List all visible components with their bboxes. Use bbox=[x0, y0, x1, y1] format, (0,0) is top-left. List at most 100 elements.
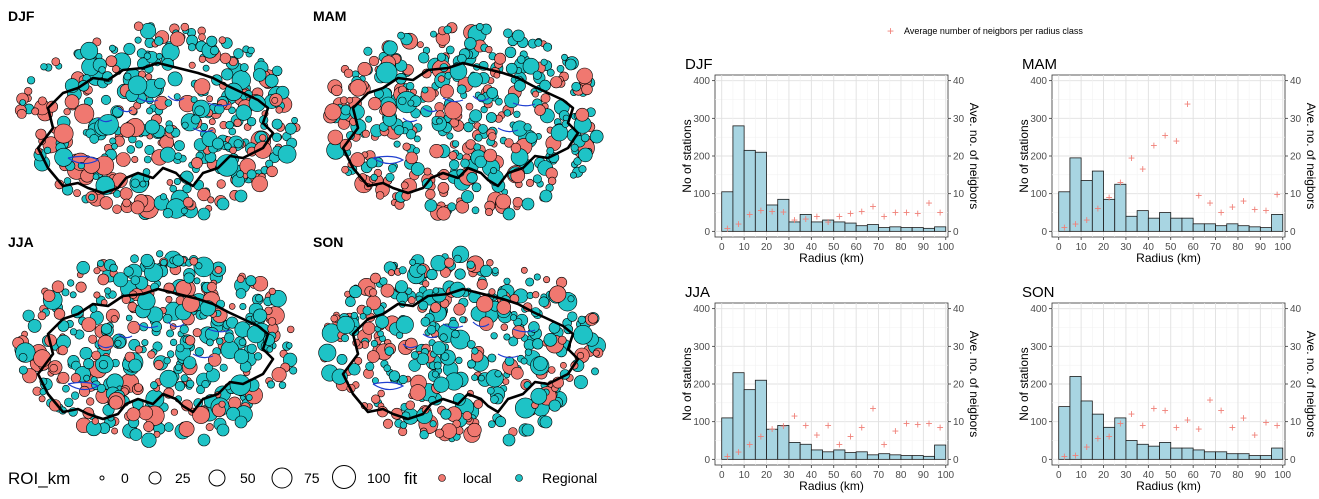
station-point bbox=[384, 346, 394, 356]
station-point bbox=[18, 353, 28, 362]
station-point bbox=[532, 70, 542, 80]
station-point bbox=[43, 146, 52, 154]
neighbor-point: + bbox=[735, 445, 742, 459]
y2-tick-label: 10 bbox=[1290, 189, 1302, 200]
station-point bbox=[119, 187, 133, 201]
station-point bbox=[79, 385, 91, 397]
station-point bbox=[235, 104, 252, 121]
station-point bbox=[246, 343, 257, 354]
station-point bbox=[130, 178, 140, 188]
neighbor-point: + bbox=[1218, 206, 1225, 220]
x-tick-label: 40 bbox=[806, 242, 818, 253]
lake-outline bbox=[422, 333, 438, 339]
station-point bbox=[466, 260, 475, 269]
station-point bbox=[437, 75, 445, 83]
station-point bbox=[175, 343, 185, 353]
station-point bbox=[419, 430, 429, 440]
y-tick-label: 400 bbox=[693, 304, 710, 315]
station-point bbox=[587, 313, 599, 324]
station-point bbox=[486, 87, 498, 99]
y-axis-label: No of stations bbox=[1017, 347, 1031, 420]
station-point bbox=[233, 48, 244, 59]
chart-title: MAM bbox=[1022, 56, 1057, 73]
station-point bbox=[474, 155, 487, 168]
station-point bbox=[395, 315, 414, 334]
station-point bbox=[349, 104, 365, 120]
map-panel-djf: DJF bbox=[8, 8, 308, 228]
station-point bbox=[532, 338, 544, 350]
lake-outline bbox=[472, 321, 490, 328]
station-point bbox=[523, 123, 532, 132]
lake-outline bbox=[497, 353, 519, 359]
station-point bbox=[236, 275, 245, 283]
station-point bbox=[533, 356, 548, 371]
y-tick-label: 300 bbox=[1030, 114, 1047, 125]
station-point bbox=[421, 86, 429, 94]
station-point bbox=[123, 266, 134, 277]
station-point bbox=[19, 99, 26, 106]
station-point bbox=[202, 64, 210, 72]
map-title: JJA bbox=[8, 234, 34, 250]
station-point bbox=[526, 178, 535, 187]
legend-size-item: 0 bbox=[99, 470, 129, 486]
station-point bbox=[108, 395, 123, 410]
neighbor-point: + bbox=[903, 417, 910, 431]
legend-size-item: 25 bbox=[148, 470, 191, 486]
map-title: MAM bbox=[313, 8, 347, 24]
station-point bbox=[434, 428, 445, 438]
station-point bbox=[122, 198, 131, 208]
y-tick-label: 100 bbox=[1030, 189, 1047, 200]
station-point bbox=[233, 139, 243, 149]
station-point bbox=[402, 142, 411, 151]
station-point bbox=[490, 395, 499, 404]
station-point bbox=[581, 83, 593, 96]
station-point bbox=[490, 167, 498, 175]
station-point bbox=[182, 184, 192, 194]
chart-title: JJA bbox=[685, 284, 710, 301]
station-point bbox=[461, 190, 474, 204]
station-point bbox=[271, 367, 287, 383]
y2-tick-label: 10 bbox=[953, 417, 965, 428]
station-point bbox=[229, 374, 251, 396]
station-point bbox=[443, 25, 452, 34]
station-point bbox=[35, 128, 47, 140]
map-svg bbox=[14, 21, 301, 221]
lake-outline bbox=[207, 102, 231, 107]
x-tick-label: 0 bbox=[1056, 242, 1062, 253]
station-point bbox=[183, 197, 194, 208]
neighbor-point: + bbox=[1240, 411, 1247, 425]
station-point bbox=[357, 61, 372, 77]
neighbor-point: + bbox=[1150, 138, 1157, 152]
station-point bbox=[80, 41, 99, 60]
station-point bbox=[192, 328, 202, 338]
station-point bbox=[195, 262, 203, 270]
x-tick-label: 90 bbox=[918, 470, 930, 481]
station-point bbox=[180, 22, 190, 32]
station-point bbox=[165, 295, 173, 303]
station-point bbox=[170, 338, 178, 346]
station-point bbox=[138, 405, 153, 421]
station-point bbox=[154, 36, 164, 46]
station-point bbox=[239, 303, 247, 311]
station-point bbox=[467, 340, 476, 349]
station-point bbox=[89, 134, 99, 144]
x-tick-label: 60 bbox=[1188, 470, 1200, 481]
station-point bbox=[271, 97, 279, 104]
station-point bbox=[346, 96, 354, 104]
station-point bbox=[221, 68, 234, 81]
histogram-bar bbox=[754, 151, 767, 232]
x-tick-label: 20 bbox=[761, 470, 773, 481]
station-point bbox=[255, 294, 264, 303]
lake-outline bbox=[67, 155, 100, 165]
station-point bbox=[530, 387, 548, 405]
x-tick-label: 70 bbox=[873, 470, 885, 481]
station-point bbox=[22, 309, 35, 322]
y2-tick-label: 0 bbox=[1290, 227, 1296, 238]
station-point bbox=[247, 116, 257, 127]
neighbor-point: + bbox=[1274, 187, 1281, 201]
station-point bbox=[546, 147, 555, 155]
lake-outline bbox=[207, 328, 231, 333]
histogram-bar bbox=[810, 449, 823, 460]
station-point bbox=[513, 110, 521, 118]
station-point bbox=[480, 264, 493, 278]
